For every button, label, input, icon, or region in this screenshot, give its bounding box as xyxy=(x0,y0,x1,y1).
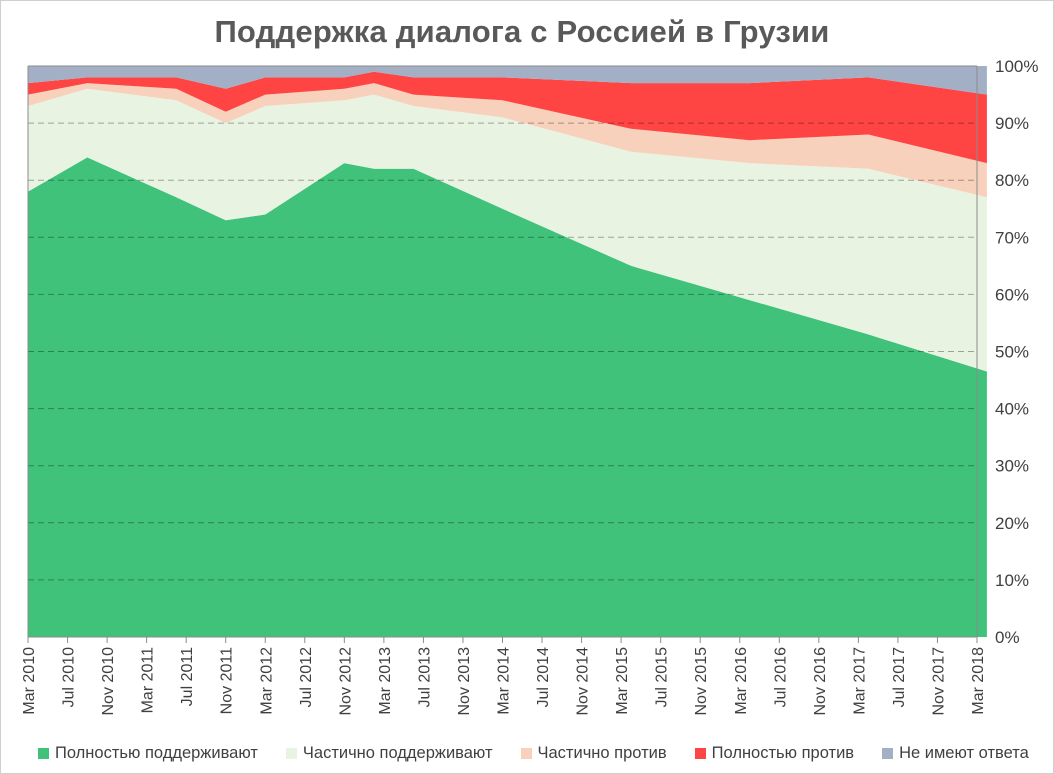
series-area-0 xyxy=(28,157,987,637)
x-tick-label: Nov 2013 xyxy=(456,647,473,716)
legend-label: Полностью поддерживают xyxy=(55,743,258,762)
y-tick-label: 60% xyxy=(995,285,1029,304)
x-tick-label: Mar 2018 xyxy=(970,647,987,715)
y-tick-label: 80% xyxy=(995,171,1029,190)
legend-label: Полностью против xyxy=(711,743,855,762)
x-tick-label: Mar 2013 xyxy=(377,647,394,715)
chart-title: Поддержка диалога с Россией в Грузии xyxy=(214,14,830,49)
chart-legend: Полностью поддерживают Частично поддержив… xyxy=(38,742,1029,764)
x-tick-label: Jul 2015 xyxy=(654,647,671,708)
x-tick-label: Jul 2011 xyxy=(179,647,196,706)
x-tick-label: Jul 2012 xyxy=(298,647,315,708)
series-area-4 xyxy=(28,66,987,95)
x-tick-label: Nov 2017 xyxy=(930,647,947,716)
x-tick-label: Mar 2012 xyxy=(258,647,275,715)
x-tick-label: Nov 2016 xyxy=(812,647,829,716)
x-tick-label: Nov 2012 xyxy=(337,647,354,716)
y-tick-label: 10% xyxy=(995,571,1029,590)
legend-item-1: Частично поддерживают xyxy=(285,743,493,763)
legend-swatch xyxy=(694,747,706,759)
x-tick-label: Mar 2010 xyxy=(21,647,38,715)
legend-item-0: Полностью поддерживают xyxy=(38,744,258,763)
x-tick-label: Mar 2016 xyxy=(733,647,750,715)
y-tick-label: 30% xyxy=(995,457,1029,476)
legend-swatch xyxy=(520,747,532,759)
y-tick-label: 50% xyxy=(995,343,1029,362)
x-tick-label: Jul 2017 xyxy=(891,647,908,708)
legend-label: Не имеют ответа xyxy=(899,743,1029,762)
series-area-3 xyxy=(28,71,987,164)
x-tick-label: Jul 2010 xyxy=(61,647,78,708)
series-area-1 xyxy=(28,88,987,372)
y-tick-label: 20% xyxy=(995,514,1029,533)
y-tick-label: 70% xyxy=(995,228,1029,247)
series-area-2 xyxy=(28,83,987,198)
legend-item-4: Не имеют ответа xyxy=(882,744,1029,763)
y-tick-label: 90% xyxy=(995,114,1029,133)
legend-label: Частично против xyxy=(537,743,667,762)
x-tick-label: Mar 2011 xyxy=(140,647,157,714)
x-tick-label: Mar 2014 xyxy=(496,647,513,715)
x-tick-label: Mar 2015 xyxy=(614,647,631,715)
x-tick-label: Jul 2016 xyxy=(772,647,789,708)
x-tick-label: Nov 2011 xyxy=(219,647,236,714)
x-tick-label: Mar 2017 xyxy=(851,647,868,715)
x-tick-label: Jul 2013 xyxy=(416,647,433,708)
x-tick-label: Nov 2015 xyxy=(693,647,710,716)
legend-item-3: Полностью против xyxy=(694,743,855,763)
y-tick-label: 100% xyxy=(995,57,1038,76)
legend-swatch xyxy=(285,747,297,759)
x-tick-label: Nov 2014 xyxy=(575,647,592,716)
y-tick-label: 0% xyxy=(995,628,1020,647)
x-tick-label: Jul 2014 xyxy=(535,647,552,708)
legend-item-2: Частично против xyxy=(520,743,667,763)
legend-label: Частично поддерживают xyxy=(302,743,493,762)
legend-swatch xyxy=(38,747,49,759)
legend-swatch xyxy=(882,747,894,759)
y-tick-label: 40% xyxy=(995,400,1029,419)
x-tick-label: Nov 2010 xyxy=(100,647,117,716)
